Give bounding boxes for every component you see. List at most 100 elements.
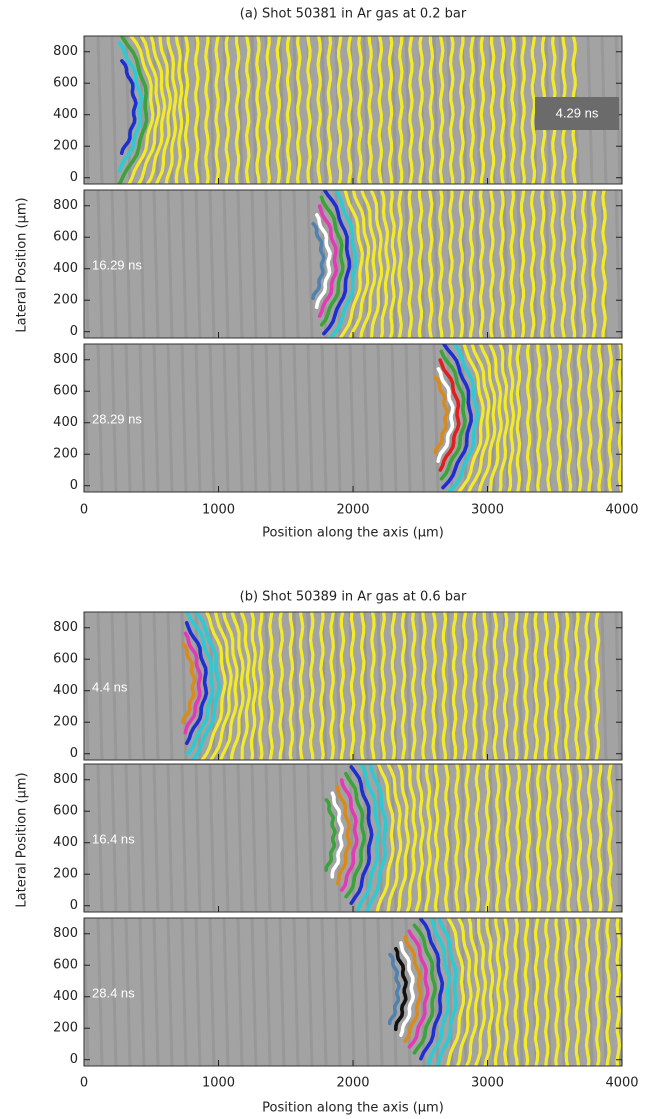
fringe bbox=[466, 344, 491, 492]
fringe bbox=[204, 36, 210, 184]
fringe bbox=[308, 612, 315, 760]
fringe bbox=[535, 344, 542, 492]
fringe bbox=[397, 36, 404, 184]
fringe bbox=[576, 764, 583, 912]
fringe bbox=[370, 612, 376, 760]
fringe bbox=[597, 764, 603, 912]
fringe bbox=[529, 190, 536, 338]
fringe bbox=[494, 764, 501, 912]
fringe-image bbox=[84, 36, 622, 184]
y-tick-label: 0 bbox=[70, 898, 78, 913]
y-tick-label: 600 bbox=[53, 384, 78, 399]
fringe bbox=[556, 764, 562, 912]
fringe bbox=[400, 612, 407, 760]
colored-fringe bbox=[185, 612, 215, 756]
fringe bbox=[472, 612, 478, 760]
y-tick-label: 800 bbox=[53, 44, 78, 59]
fringe bbox=[396, 764, 410, 912]
fringe bbox=[278, 612, 284, 760]
fringe bbox=[570, 190, 577, 338]
fringe bbox=[285, 36, 292, 184]
fringe bbox=[560, 190, 567, 338]
fringe bbox=[519, 190, 526, 338]
figure: (b) Shot 50389 in Ar gas at 0.6 bar 0 200 4… bbox=[15, 590, 639, 1116]
fringe bbox=[193, 36, 200, 184]
fringe bbox=[580, 190, 587, 338]
y-tick-label: 0 bbox=[70, 746, 78, 761]
y-tick-label: 0 bbox=[70, 170, 78, 185]
colored-fringe bbox=[439, 349, 467, 481]
x-tick-label: 1000 bbox=[202, 503, 235, 518]
fringe bbox=[505, 764, 511, 912]
time-label: 28.4 ns bbox=[92, 985, 135, 1000]
fringe bbox=[451, 612, 458, 760]
interferogram-panel: 0 200 400 600 800 4.29 ns bbox=[53, 35, 623, 185]
fringe bbox=[594, 918, 601, 1066]
fringe bbox=[574, 918, 581, 1066]
x-tick-label: 0 bbox=[80, 503, 88, 518]
colored-fringe bbox=[317, 204, 339, 318]
fringe bbox=[428, 36, 435, 184]
fringe bbox=[594, 612, 601, 760]
fringe bbox=[388, 190, 397, 338]
fringe bbox=[268, 612, 274, 760]
x-tick-label: 4000 bbox=[605, 1076, 638, 1091]
colored-fringe bbox=[311, 221, 326, 301]
fringe-image bbox=[84, 190, 622, 338]
fringe bbox=[523, 612, 529, 760]
x-tick-label: 3000 bbox=[471, 1076, 504, 1091]
colored-fringe bbox=[433, 375, 450, 455]
fringe bbox=[591, 190, 597, 338]
colored-fringe bbox=[183, 631, 203, 735]
fringe bbox=[229, 612, 245, 760]
fringe bbox=[482, 612, 488, 760]
fringe bbox=[525, 764, 532, 912]
y-tick-label: 400 bbox=[53, 415, 78, 430]
y-axis-label: Lateral Position (μm) bbox=[15, 772, 30, 907]
fringe bbox=[550, 190, 556, 338]
fringe bbox=[326, 36, 333, 184]
fringe bbox=[459, 36, 465, 184]
colored-fringe bbox=[119, 59, 138, 155]
fringe bbox=[219, 612, 239, 760]
interferogram-panel: 0 200 400 600 800 16.29 ns bbox=[53, 189, 623, 339]
colored-fringe bbox=[356, 764, 381, 912]
y-axis-label: Lateral Position (μm) bbox=[15, 197, 30, 332]
y-tick-label: 200 bbox=[53, 715, 78, 730]
fringe bbox=[359, 190, 377, 338]
figure-title: (b) Shot 50389 in Ar gas at 0.6 bar bbox=[240, 590, 467, 605]
fringe bbox=[510, 36, 516, 184]
fringe bbox=[234, 36, 241, 184]
fringe bbox=[564, 918, 571, 1066]
fringe-image bbox=[84, 612, 622, 760]
fringe bbox=[563, 612, 570, 760]
fringe bbox=[546, 764, 552, 912]
colored-fringe bbox=[447, 344, 480, 492]
fringe bbox=[498, 344, 510, 492]
fringe bbox=[427, 190, 434, 338]
fringe bbox=[357, 36, 363, 184]
figure-title: (a) Shot 50381 in Ar gas at 0.2 bar bbox=[240, 7, 467, 22]
fringe bbox=[336, 36, 343, 184]
colored-fringe bbox=[387, 952, 401, 1026]
x-tick-label: 4000 bbox=[605, 503, 638, 518]
y-tick-label: 800 bbox=[53, 926, 78, 941]
colored-fringe bbox=[344, 771, 366, 899]
fringe bbox=[509, 190, 516, 338]
fringe bbox=[329, 612, 335, 760]
y-tick-label: 0 bbox=[70, 1052, 78, 1067]
fringe bbox=[174, 36, 184, 184]
fringe bbox=[145, 36, 167, 184]
time-label: 16.4 ns bbox=[92, 831, 135, 846]
colored-fringe bbox=[184, 621, 209, 746]
fringe bbox=[533, 612, 539, 760]
colored-fringe bbox=[403, 935, 423, 1043]
y-tick-label: 400 bbox=[53, 989, 78, 1004]
fringe bbox=[540, 190, 546, 338]
fringe bbox=[359, 612, 366, 760]
fringe bbox=[461, 612, 468, 760]
fringe bbox=[410, 612, 417, 760]
y-tick-label: 400 bbox=[53, 261, 78, 276]
y-tick-label: 600 bbox=[53, 230, 78, 245]
fringe bbox=[127, 36, 155, 184]
